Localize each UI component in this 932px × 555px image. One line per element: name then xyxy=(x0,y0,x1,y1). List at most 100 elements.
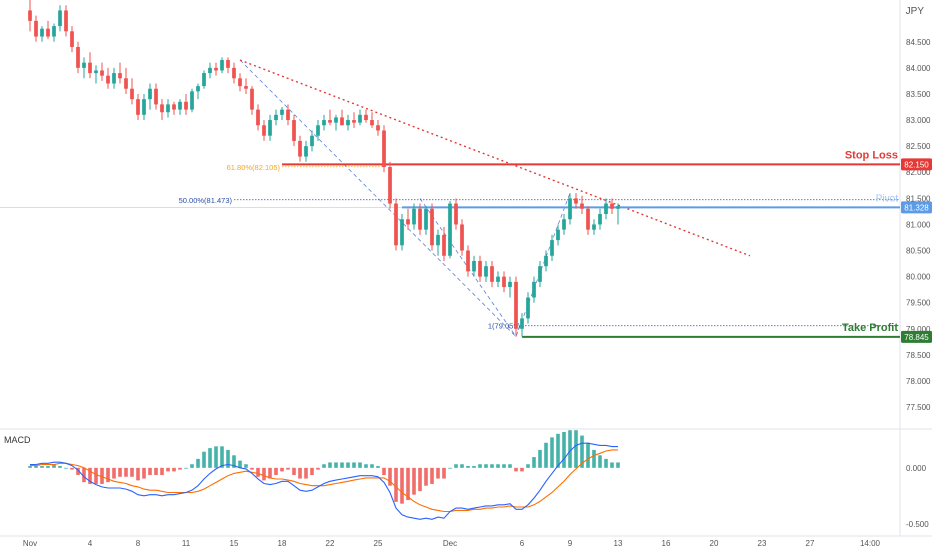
candle xyxy=(352,112,356,128)
candle xyxy=(448,200,452,259)
candle xyxy=(148,83,152,110)
candle-body xyxy=(184,101,188,110)
macd-hist-bar xyxy=(220,446,224,468)
macd-hist-bar xyxy=(544,442,548,468)
stop-loss-price-badge-bg xyxy=(901,158,932,171)
candle xyxy=(112,67,116,89)
candle xyxy=(550,234,554,261)
candle xyxy=(526,292,530,324)
candle-body xyxy=(154,88,158,105)
macd-tick-label: -0.500 xyxy=(906,520,929,529)
candle-body xyxy=(346,120,350,126)
candle-body xyxy=(286,109,290,121)
macd-hist-bar xyxy=(532,457,536,468)
macd-hist-bar xyxy=(328,462,332,468)
candle xyxy=(574,193,578,209)
macd-hist-bar xyxy=(574,430,578,468)
candle xyxy=(466,245,470,277)
macd-hist-bar xyxy=(76,467,80,475)
candle-body xyxy=(250,88,254,110)
pivot-price-badge-text: 81.328 xyxy=(904,203,929,212)
macd-hist-bar xyxy=(112,467,116,479)
price-tick-label: 82.000 xyxy=(906,168,931,177)
macd-hist-bar xyxy=(592,449,596,468)
price-tick-label: 84.000 xyxy=(906,64,931,73)
candle-body xyxy=(538,266,542,282)
time-tick-label: 14:00 xyxy=(860,539,881,548)
candle-body xyxy=(196,86,200,92)
price-tick-label: 81.000 xyxy=(906,220,931,229)
candle-body xyxy=(376,125,380,131)
candle-body xyxy=(64,10,68,32)
candle-body xyxy=(118,73,122,79)
candle xyxy=(316,120,320,141)
candle-body xyxy=(304,146,308,157)
time-tick-label: 27 xyxy=(806,539,815,548)
candle-body xyxy=(202,73,206,87)
candle-body xyxy=(280,109,284,115)
candle-body xyxy=(262,125,266,136)
macd-hist-bar xyxy=(298,467,302,479)
time-tick-label: 16 xyxy=(662,539,671,548)
candle xyxy=(40,26,44,42)
macd-hist-bar xyxy=(274,467,278,475)
macd-hist-bar xyxy=(316,467,320,470)
macd-hist-bar xyxy=(106,467,110,483)
candle xyxy=(160,99,164,121)
candle xyxy=(178,99,182,115)
candle xyxy=(52,23,56,42)
candle xyxy=(244,78,248,94)
macd-hist-bar xyxy=(562,432,566,468)
macd-hist-bar xyxy=(46,466,50,468)
fib-level-label: 61.80%(82.105) xyxy=(227,163,281,172)
macd-hist-bar xyxy=(406,467,410,501)
macd-hist-bar xyxy=(424,467,428,486)
candle-body xyxy=(220,60,224,71)
macd-hist-bar xyxy=(514,467,518,472)
candle xyxy=(310,130,314,152)
candle-body xyxy=(130,88,134,100)
macd-hist-bar xyxy=(370,464,374,468)
candle-body xyxy=(604,203,608,214)
candle xyxy=(508,276,512,298)
candle xyxy=(592,219,596,235)
candle xyxy=(292,114,296,147)
macd-hist-bar xyxy=(28,466,32,468)
candle xyxy=(322,114,326,131)
macd-hist-bar xyxy=(178,467,182,470)
macd-hist-bar xyxy=(40,466,44,468)
candle-body xyxy=(388,167,392,204)
macd-hist-bar xyxy=(58,466,62,468)
candle-body xyxy=(424,208,428,230)
pivot-price-badge-bg xyxy=(901,201,932,214)
candle-body xyxy=(310,135,314,147)
candle-body xyxy=(370,120,374,126)
time-tick-label: 23 xyxy=(758,539,767,548)
macd-hist-bar xyxy=(286,467,290,470)
candle xyxy=(364,109,368,123)
candle-body xyxy=(436,234,440,246)
price-tick-label: 83.000 xyxy=(906,116,931,125)
macd-hist-bar xyxy=(256,467,260,477)
candle xyxy=(208,62,212,79)
macd-hist-bar xyxy=(472,466,476,468)
macd-hist-bar xyxy=(148,467,152,475)
price-tick-label: 80.500 xyxy=(906,247,931,256)
time-tick-label: 6 xyxy=(520,539,525,548)
macd-hist-bar xyxy=(586,442,590,468)
macd-hist-bar xyxy=(238,460,242,468)
macd-histogram xyxy=(28,430,620,504)
candle-body xyxy=(58,10,62,27)
candle xyxy=(238,73,242,92)
price-tick-label: 84.500 xyxy=(906,38,931,47)
candle-body xyxy=(322,120,326,126)
candle-body xyxy=(82,62,86,68)
price-tick-label: 79.000 xyxy=(906,325,931,334)
macd-hist-bar xyxy=(166,467,170,472)
candle xyxy=(268,114,272,141)
stop-loss-label: Stop Loss xyxy=(845,149,898,161)
macd-hist-bar xyxy=(418,467,422,492)
candle xyxy=(196,83,200,100)
candle xyxy=(538,260,542,288)
